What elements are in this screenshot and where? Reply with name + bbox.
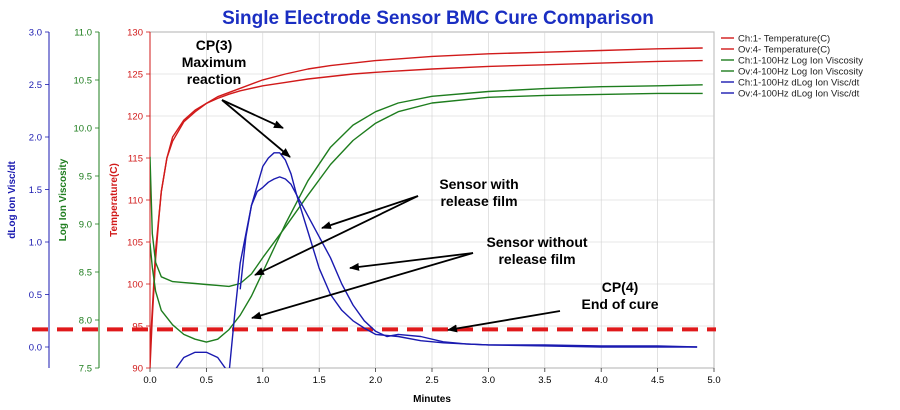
series-line-1 [150,47,703,368]
annotation-arrow [447,310,561,333]
x-tick-label: 1.0 [256,375,269,386]
annotation-3: CP(4)End of cure [581,279,658,312]
y-tick-label-viscosity: 8.0 [79,316,92,327]
legend-entry: Ov:4-100Hz dLog Ion Visc/dt [738,89,860,100]
legend-entry: Ch:1-100Hz dLog Ion Visc/dt [738,78,860,89]
y-tick-label-temperature: 125 [127,70,143,81]
y-tick-label-slope: 0.0 [29,343,42,354]
y-tick-label-viscosity: 10.0 [74,124,93,135]
y-tick-label-temperature: 120 [127,112,143,123]
x-tick-label: 4.0 [595,375,608,386]
x-tick-label: 0.5 [200,375,213,386]
y-axis-label-slope: dLog Ion Visc/dt [7,161,18,239]
annotation-arrow [321,195,419,229]
x-tick-label: 2.5 [425,375,438,386]
x-tick-label: 0.0 [143,375,156,386]
annotation-arrow [254,195,419,276]
y-tick-label-slope: 2.5 [29,80,42,91]
annotation-text: reaction [187,71,241,87]
y-tick-label-viscosity: 11.0 [74,28,92,39]
y-tick-label-temperature: 95 [132,322,143,333]
annotation-arrow [349,252,474,271]
annotation-arrow [221,99,291,158]
x-axis-label: Minutes [413,394,451,405]
annotation-arrow [251,252,474,320]
y-tick-label-temperature: 90 [132,364,143,375]
y-tick-label-slope: 1.5 [29,185,42,196]
annotation-text: End of cure [581,296,658,312]
annotation-arrow [221,99,284,129]
chart-title: Single Electrode Sensor BMC Cure Compari… [222,8,654,29]
axes: 0.0 0.5 1.0 1.5 2.0 2.5 3.0 3.5 4.0 4.5 5.0 0.0 0.5 1… [29,28,721,387]
y-tick-label-temperature: 115 [128,154,143,165]
annotation-text: release film [498,251,575,267]
annotation-text: Sensor without [486,234,587,250]
legend-entry: Ch:1-100Hz Log Ion Viscosity [738,56,863,67]
x-tick-label: 4.5 [651,375,664,386]
series-line-0 [150,59,703,352]
annotation-text: CP(3) [196,37,233,53]
y-tick-label-temperature: 110 [128,196,143,207]
legend: Ch:1- Temperature(C)Ov:4- Temperature(C)… [721,34,863,100]
annotation-text: release film [440,193,517,209]
annotation-text: Maximum [182,54,247,70]
y-tick-label-viscosity: 7.5 [79,364,92,375]
legend-entry: Ov:4- Temperature(C) [738,45,830,56]
y-tick-label-temperature: 100 [127,280,143,291]
y-tick-label-slope: 1.0 [29,238,42,249]
y-tick-label-viscosity: 10.5 [74,76,93,87]
y-tick-label-viscosity: 9.0 [79,220,92,231]
x-tick-label: 3.5 [538,375,551,386]
annotation-text: CP(4) [602,279,639,295]
x-tick-label: 5.0 [707,375,720,386]
y-axis-label-temperature: Temperature(C) [109,163,120,237]
x-tick-label: 2.0 [369,375,382,386]
x-tick-label: 1.5 [313,375,326,386]
y-tick-label-viscosity: 8.5 [79,268,92,279]
annotation-text: Sensor with [439,176,518,192]
y-tick-label-slope: 0.5 [29,290,42,301]
y-tick-label-slope: 3.0 [29,28,42,39]
series-line-5 [239,176,698,348]
series-line-2 [150,92,703,288]
x-tick-label: 3.0 [482,375,495,386]
y-tick-label-viscosity: 9.5 [79,172,92,183]
y-tick-label-temperature: 105 [127,238,143,249]
y-tick-label-temperature: 130 [127,28,143,39]
legend-entry: Ov:4-100Hz Log Ion Viscosity [738,67,863,78]
legend-entry: Ch:1- Temperature(C) [738,34,830,45]
y-axis-label-viscosity: Log Ion Viscosity [58,158,69,241]
y-tick-label-slope: 2.0 [29,133,42,144]
